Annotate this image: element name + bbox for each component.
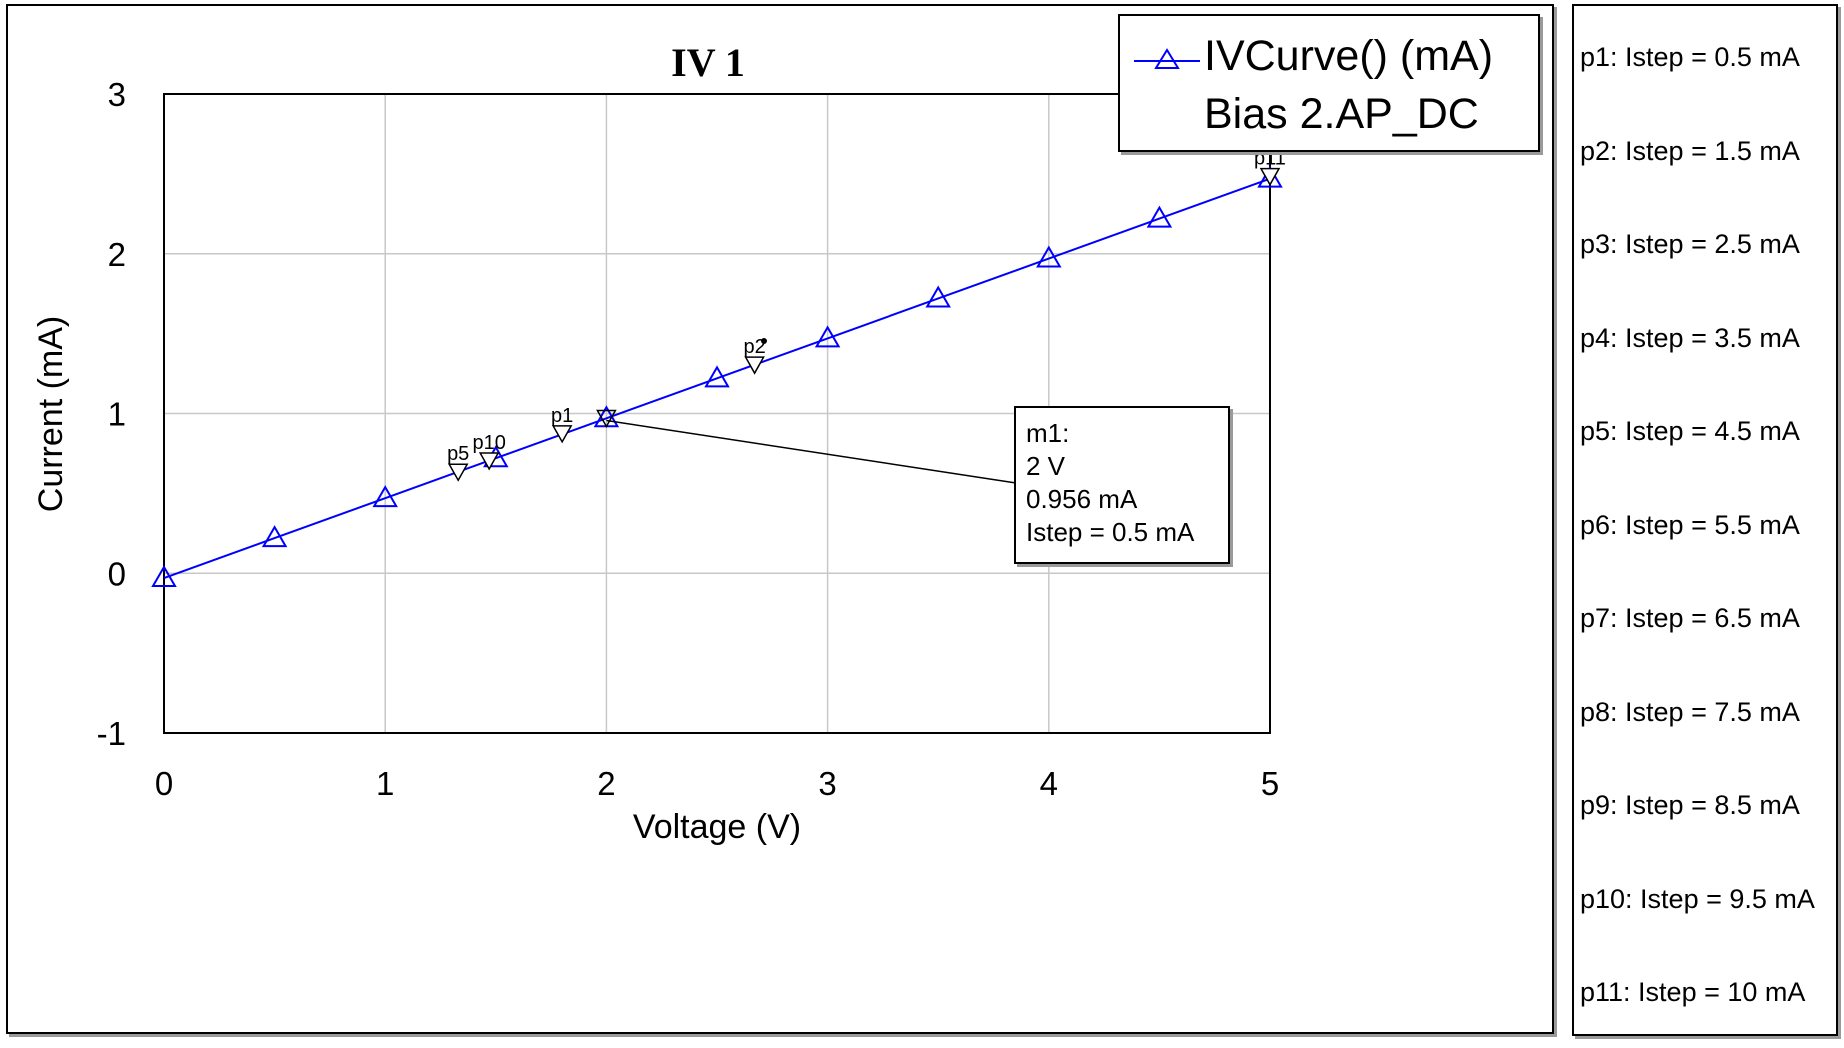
- x-tick-label: 2: [597, 765, 615, 802]
- point-marker-p1: [551, 425, 573, 444]
- point-marker-label: p11: [1254, 148, 1286, 170]
- y-tick-label: 1: [108, 396, 126, 433]
- marker-readout-x: 2 V: [1026, 451, 1066, 481]
- data-point-marker: [151, 565, 177, 588]
- marker-list-item: p7: Istep = 6.5 mA: [1580, 603, 1800, 633]
- marker-list-item: p11: Istep = 10 mA: [1580, 977, 1806, 1007]
- x-tick-label: 0: [155, 765, 173, 802]
- point-marker-label: p10: [472, 432, 505, 454]
- x-tick-label: 3: [818, 765, 836, 802]
- readout-leader-line: [606, 419, 1017, 484]
- marker-list-item: p6: Istep = 5.5 mA: [1580, 509, 1800, 540]
- y-tick-label: -1: [97, 715, 126, 752]
- marker-readout-y: 0.956 mA: [1026, 484, 1138, 514]
- point-marker-p5: [447, 463, 469, 482]
- marker-readout-name: m1:: [1026, 418, 1070, 448]
- legend-triangle-icon: [1154, 48, 1180, 69]
- series-line: [163, 177, 1271, 579]
- y-axis-label: Current (mA): [32, 316, 70, 512]
- marker-list-item: p1: Istep = 0.5 mA: [1580, 42, 1800, 72]
- point-marker-p10: [478, 452, 500, 471]
- marker-list-item: p2: Istep = 1.5 mA: [1580, 135, 1800, 166]
- y-tick-label: 3: [108, 76, 126, 113]
- legend-line-swatch: [1134, 48, 1200, 69]
- y-tick-label: 2: [108, 236, 126, 273]
- data-point-marker: [704, 365, 730, 388]
- chart-title: IV 1: [671, 40, 745, 85]
- data-point-marker: [1036, 245, 1062, 268]
- legend[interactable]: IVCurve() (mA) Bias 2.AP_DC: [1118, 14, 1540, 152]
- point-marker-label: p5: [447, 443, 469, 465]
- marker-list-item: p5: Istep = 4.5 mA: [1580, 416, 1800, 446]
- x-tick-label: 5: [1261, 765, 1279, 802]
- legend-line2: Bias 2.AP_DC: [1204, 90, 1479, 138]
- data-point-marker: [1257, 165, 1283, 188]
- data-point-marker: [261, 525, 288, 548]
- y-tick-label: 0: [108, 555, 126, 592]
- x-tick-label: 4: [1040, 765, 1058, 802]
- marker-list-item: p10: Istep = 9.5 mA: [1580, 883, 1815, 914]
- tick-labels: 0 1 2 3 4 5 -1 0 1 2 3: [97, 76, 1280, 802]
- data-point-marker: [925, 285, 951, 308]
- plot-frame: IV 1 0 1 2 3 4 5 -1 0 1 2 3 Voltage (V) Current (m…: [6, 4, 1554, 1034]
- legend-line1: IVCurve() (mA): [1204, 32, 1494, 80]
- marker-list-item: p9: Istep = 8.5 mA: [1580, 790, 1800, 820]
- point-marker-label: p1: [551, 405, 573, 427]
- data-point-marker: [372, 485, 398, 508]
- marker-list-item: p3: Istep = 2.5 mA: [1580, 229, 1800, 259]
- readout-marker-m1: [596, 409, 617, 429]
- plot-area: [163, 93, 1271, 734]
- point-marker-label: p2: [743, 336, 765, 358]
- point-marker-p2: [744, 356, 765, 375]
- marker-list-item: p8: Istep = 7.5 mA: [1580, 696, 1800, 727]
- stray-dot: [761, 338, 767, 344]
- x-axis-label: Voltage (V): [633, 808, 801, 846]
- data-point-marker: [1146, 205, 1173, 228]
- marker-readout-param: Istep = 0.5 mA: [1026, 517, 1195, 547]
- marker-readout-box[interactable]: m1: 2 V 0.956 mA Istep = 0.5 mA: [1014, 406, 1230, 564]
- point-marker-p11: [1259, 167, 1281, 187]
- marker-list-panel: p1: Istep = 0.5 mA p2: Istep = 1.5 mA p3: …: [1572, 4, 1838, 1036]
- x-tick-label: 1: [376, 765, 394, 802]
- grid-layer: [164, 94, 1270, 733]
- iv-chart-svg: IV 1 0 1 2 3 4 5 -1 0 1 2 3 Voltage (V) Current (m…: [32, 40, 1286, 846]
- data-point-marker: [814, 325, 841, 348]
- marker-list-item: p4: Istep = 3.5 mA: [1580, 322, 1800, 353]
